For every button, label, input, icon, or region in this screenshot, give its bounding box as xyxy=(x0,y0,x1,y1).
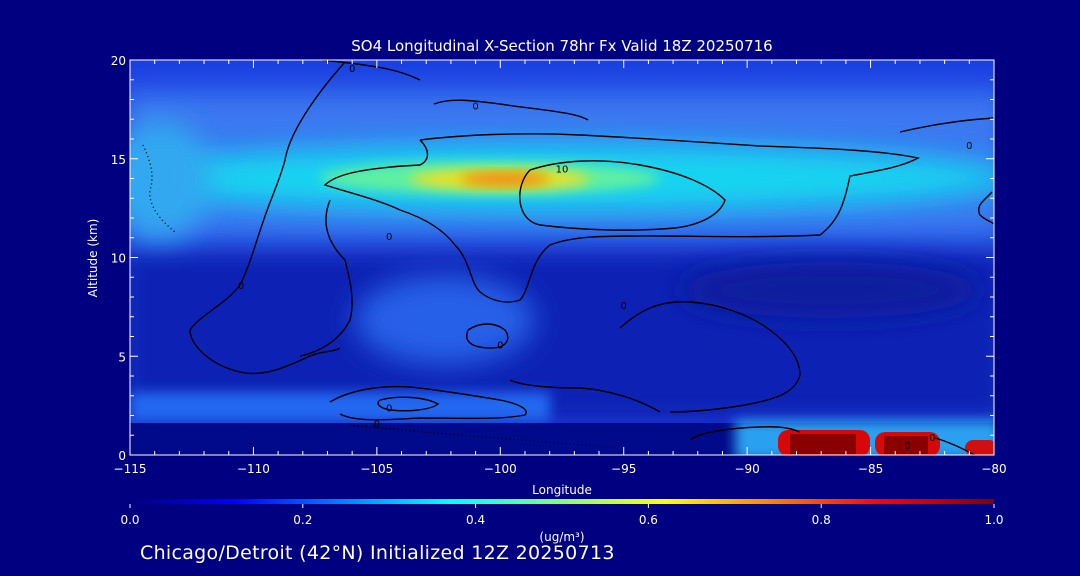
colorbar-tick-label: 0.6 xyxy=(639,513,658,527)
y-axis-label: Altitude (km) xyxy=(86,219,100,298)
y-axis: 0 5 10 15 20 xyxy=(111,54,994,463)
contour-small-loop xyxy=(466,323,509,349)
colorbar-tick-label: 1.0 xyxy=(984,513,1003,527)
field-mid-lobe xyxy=(355,275,535,365)
contour-label: 0 xyxy=(497,340,503,351)
contour-label: 0 xyxy=(472,101,478,112)
x-tick-label: −90 xyxy=(734,462,759,476)
x-tick-label: −85 xyxy=(858,462,883,476)
y-tick-label: 0 xyxy=(118,449,126,463)
contour-label: 0 xyxy=(386,404,392,415)
x-axis: −115 −110 −105 −100 −95 −90 −85 −80 xyxy=(114,60,1007,476)
field-mid-dark xyxy=(680,262,980,318)
contour-label: 0 xyxy=(621,301,627,312)
colorbar-unit-label: (ug/m³) xyxy=(539,530,584,544)
contour-surface-right xyxy=(934,437,976,455)
contour-upper-closed xyxy=(323,133,920,303)
field-hotspot-core-2 xyxy=(884,436,928,454)
contour-label: 0 xyxy=(374,419,380,430)
chart-title: SO4 Longitudinal X-Section 78hr Fx Valid… xyxy=(351,37,772,55)
colorbar-ticks: 0.0 0.2 0.4 0.6 0.8 1.0 xyxy=(120,504,1004,527)
contour-label: 0 xyxy=(929,433,935,444)
y-tick-label: 10 xyxy=(111,252,126,266)
x-tick-label: −80 xyxy=(981,462,1006,476)
x-tick-label: −100 xyxy=(484,462,517,476)
x-tick-label: −110 xyxy=(237,462,270,476)
colorbar-tick-label: 0.4 xyxy=(466,513,485,527)
x-tick-label: −105 xyxy=(360,462,393,476)
contour-label: 0 xyxy=(966,141,972,152)
contour-west-inner xyxy=(299,199,353,357)
y-tick-label: 5 xyxy=(118,350,126,364)
y-tick-label: 15 xyxy=(111,153,126,167)
field-hotspot-red-3 xyxy=(965,440,994,455)
colorbar-tick-label: 0.0 xyxy=(120,513,139,527)
concentration-field xyxy=(130,90,994,455)
contour-mid-east xyxy=(509,379,661,413)
footer-initialized-text: Chicago/Detroit (42°N) Initialized 12Z 2… xyxy=(140,542,615,564)
contour-lines xyxy=(142,60,994,455)
x-axis-label: Longitude xyxy=(532,483,592,497)
contour-east-upper xyxy=(978,191,994,225)
contour-outer xyxy=(189,61,346,375)
contour-mid xyxy=(619,301,801,413)
contour-label: 0 xyxy=(349,64,355,75)
contour-ridge xyxy=(433,99,589,121)
y-tick-label: 20 xyxy=(111,54,126,68)
contour-east-top xyxy=(899,117,994,133)
contour-10 xyxy=(519,160,726,231)
contour-surface-dotted xyxy=(349,424,621,449)
x-tick-label: −95 xyxy=(611,462,636,476)
field-west-cyan xyxy=(130,120,210,240)
x-tick-label: −115 xyxy=(114,462,147,476)
colorbar: 0.0 0.2 0.4 0.6 0.8 1.0 (ug/m³) xyxy=(120,499,1004,544)
contour-surface-east xyxy=(689,426,801,441)
colorbar-tick-label: 0.8 xyxy=(812,513,831,527)
colorbar-gradient xyxy=(130,499,994,504)
contour-low-inner xyxy=(377,396,440,412)
field-hotspot-core-1 xyxy=(790,434,856,454)
contour-label: 0 xyxy=(904,441,910,452)
field-orange-core xyxy=(460,173,550,185)
contour-west-outer xyxy=(321,60,421,81)
contour-label: 10 xyxy=(556,165,569,176)
contour-low xyxy=(329,385,527,421)
colorbar-tick-label: 0.2 xyxy=(293,513,312,527)
contour-label: 0 xyxy=(238,281,244,292)
contour-label: 0 xyxy=(386,232,392,243)
